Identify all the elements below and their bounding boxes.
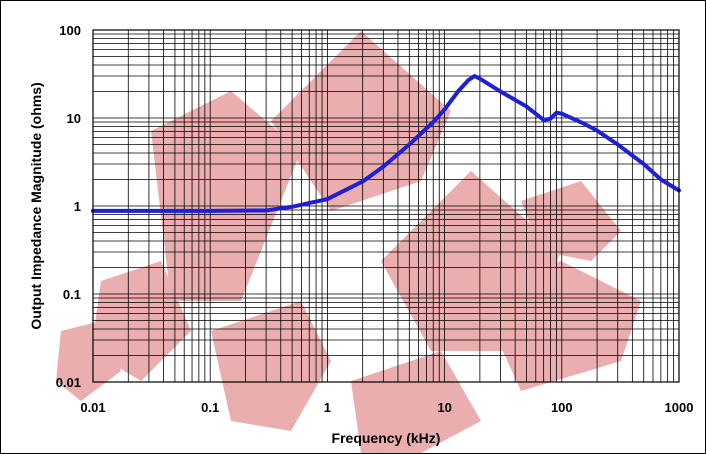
x-axis-title: Frequency (kHz)	[332, 430, 441, 446]
y-tick-label: 100	[59, 23, 81, 38]
watermark-logo	[56, 31, 641, 453]
y-axis-title: Output Impedance Magnitude (ohms)	[28, 82, 44, 329]
tick-labels: 0.01 0.1 1 10 100 1000 100 10 1 0.1 0.01	[56, 23, 694, 415]
y-tick-label: 0.01	[56, 375, 81, 390]
series-line-output-impedance	[91, 74, 681, 213]
plot-area-border	[92, 29, 680, 383]
y-tick-label: 0.1	[63, 287, 81, 302]
x-tick-label: 1000	[665, 400, 694, 415]
x-tick-label: 0.1	[201, 400, 219, 415]
x-tick-label: 100	[551, 400, 573, 415]
x-tick-label: 0.01	[80, 400, 105, 415]
grid-lines	[92, 30, 679, 383]
y-tick-label: 1	[74, 199, 81, 214]
x-tick-label: 10	[437, 400, 451, 415]
y-tick-label: 10	[67, 111, 81, 126]
x-tick-label: 1	[324, 400, 331, 415]
